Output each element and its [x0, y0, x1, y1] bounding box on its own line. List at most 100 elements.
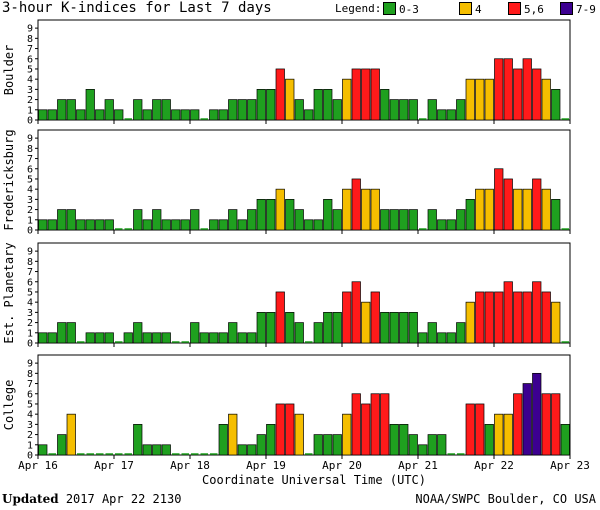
kp-bar-college-41	[427, 434, 437, 456]
kp-bar-college-35	[370, 393, 380, 456]
kp-bar-est-planetary-49	[503, 281, 513, 344]
kp-bar-fredericksburg-44	[456, 209, 466, 231]
x-tick-label: Apr 23	[550, 459, 590, 472]
x-tick-label: Apr 18	[170, 459, 210, 472]
kp-bar-fredericksburg-41	[427, 209, 437, 231]
y-tick-label: 2	[27, 205, 33, 216]
source-credit: NOAA/SWPC Boulder, CO USA	[415, 492, 596, 506]
kp-bar-boulder-35	[370, 68, 380, 121]
panel-frame-est-planetary	[37, 242, 571, 344]
kp-bar-college-47	[484, 424, 494, 456]
kp-bar-est-planetary-54	[551, 301, 561, 344]
kp-bar-est-planetary-7	[104, 332, 114, 344]
legend-swatch-5-6	[508, 2, 521, 15]
kp-bar-boulder-18	[209, 109, 219, 121]
x-tick-label: Apr 19	[246, 459, 286, 472]
kp-bar-college-45	[465, 403, 475, 456]
y-tick-label: 6	[27, 277, 33, 288]
kp-bar-fredericksburg-1	[47, 219, 57, 231]
kp-bar-fredericksburg-33	[351, 178, 361, 231]
y-tick-label: 2	[27, 95, 33, 106]
kp-bar-boulder-16	[190, 109, 200, 121]
kp-bar-college-29	[313, 434, 323, 456]
y-tick-label: 0	[27, 226, 33, 237]
kp-bar-est-planetary-1	[47, 332, 57, 344]
kp-bar-est-planetary-10	[133, 322, 143, 344]
kp-bar-est-planetary-50	[513, 291, 523, 344]
kp-bar-boulder-51	[522, 58, 532, 121]
kp-bar-fredericksburg-12	[152, 209, 162, 231]
kp-bar-boulder-3	[66, 99, 76, 121]
kp-bar-college-27	[294, 413, 304, 456]
kp-bar-est-planetary-26	[285, 312, 295, 344]
kp-bar-est-planetary-21	[237, 332, 247, 344]
kp-bar-fredericksburg-36	[380, 209, 390, 231]
kp-bar-fredericksburg-45	[465, 199, 475, 231]
y-tick-label: 9	[27, 247, 33, 258]
kp-bar-boulder-54	[551, 89, 561, 121]
y-tick-label: 0	[27, 116, 33, 127]
kp-bar-est-planetary-9	[123, 332, 133, 344]
kp-bar-college-13	[161, 444, 171, 456]
legend-swatch-0-3	[383, 2, 396, 15]
kp-bar-est-planetary-23	[256, 312, 266, 344]
kp-bar-fredericksburg-42	[437, 219, 447, 231]
kp-bar-college-20	[228, 413, 238, 456]
kp-bar-fredericksburg-51	[522, 188, 532, 231]
kp-bar-college-50	[513, 393, 523, 456]
x-tick-label: Apr 17	[94, 459, 134, 472]
kp-bar-college-40	[418, 444, 428, 456]
kp-bar-est-planetary-36	[380, 312, 390, 344]
kp-bar-boulder-28	[304, 109, 314, 121]
kp-bar-fredericksburg-5	[85, 219, 95, 231]
kp-bar-boulder-6	[95, 109, 105, 121]
kp-bar-est-planetary-20	[228, 322, 238, 344]
kp-bar-boulder-2	[57, 99, 67, 121]
kp-bar-boulder-27	[294, 99, 304, 121]
y-tick-label: 1	[27, 105, 33, 116]
kp-bar-fredericksburg-52	[532, 178, 542, 231]
kp-bar-fredericksburg-3	[66, 209, 76, 231]
kp-bar-college-22	[247, 444, 257, 456]
kp-bar-fredericksburg-20	[228, 209, 238, 231]
kp-bar-boulder-42	[437, 109, 447, 121]
y-tick-label: 5	[27, 287, 33, 298]
kp-bar-est-planetary-45	[465, 301, 475, 344]
x-axis-title: Coordinate Universal Time (UTC)	[202, 473, 426, 487]
kp-bar-fredericksburg-30	[323, 199, 333, 231]
y-tick-label: 4	[27, 75, 33, 86]
kp-bar-college-55	[560, 424, 570, 456]
kp-bar-est-planetary-48	[494, 291, 504, 344]
kp-bar-est-planetary-6	[95, 332, 105, 344]
kp-bar-college-26	[285, 403, 295, 456]
legend-swatch-7-9	[560, 2, 573, 15]
kp-bar-est-planetary-32	[342, 291, 352, 344]
kp-bar-est-planetary-41	[427, 322, 437, 344]
kp-bar-est-planetary-52	[532, 281, 542, 344]
y-tick-label: 0	[27, 339, 33, 350]
y-tick-label: 7	[27, 44, 33, 55]
y-tick-label: 5	[27, 174, 33, 185]
kp-bar-college-32	[342, 413, 352, 456]
kp-bar-college-37	[389, 424, 399, 456]
kp-bar-fredericksburg-25	[275, 188, 285, 231]
legend-swatch-4	[459, 2, 472, 15]
y-tick-label: 1	[27, 215, 33, 226]
kp-bar-boulder-44	[456, 99, 466, 121]
kp-bar-fredericksburg-15	[180, 219, 190, 231]
kp-bar-boulder-49	[503, 58, 513, 121]
legend-item-4: 4	[459, 2, 482, 16]
kp-bar-boulder-19	[218, 109, 228, 121]
kp-bar-est-planetary-31	[332, 312, 342, 344]
kp-bar-fredericksburg-37	[389, 209, 399, 231]
kp-bar-est-planetary-5	[85, 332, 95, 344]
y-tick-label: 2	[27, 318, 33, 329]
legend-item-5-6: 5,6	[508, 2, 544, 16]
legend-text-7-9: 7-9	[576, 3, 596, 16]
station-label-fredericksburg: Fredericksburg	[2, 129, 16, 230]
kp-bar-fredericksburg-35	[370, 188, 380, 231]
kp-bar-fredericksburg-24	[266, 199, 276, 231]
kp-bar-college-48	[494, 413, 504, 456]
